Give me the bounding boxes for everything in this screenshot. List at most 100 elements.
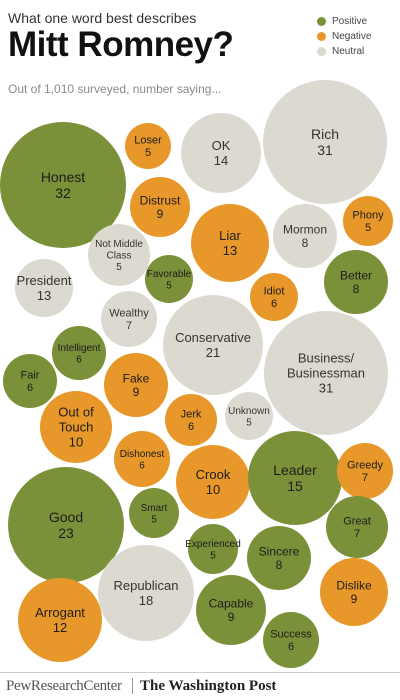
footer-divider (0, 672, 400, 673)
bubble-circle-distrust (130, 177, 190, 237)
bubble-label-business-businessman-1: Business/ (298, 351, 355, 366)
bubble-circle-good (8, 467, 124, 583)
bubble-value-experienced: 5 (210, 550, 216, 561)
bubble-value-fair: 6 (27, 382, 33, 394)
bubble-label-smart: Smart (141, 503, 168, 514)
bubble-circle-leader (248, 431, 342, 525)
bubble-circle-smart (129, 488, 179, 538)
bubble-label-rich: Rich (311, 126, 339, 142)
bubble-value-jerk: 6 (188, 421, 194, 433)
bubble-circle-president (15, 259, 73, 317)
bubble-label-out-of-touch-1: Out of (58, 405, 94, 420)
bubble-label-not-middle-class-2: Class (106, 251, 131, 262)
bubble-value-loser: 5 (145, 147, 151, 159)
bubble-value-intelligent: 6 (76, 354, 82, 365)
bubble-value-rich: 31 (317, 142, 333, 158)
bubble-value-phony: 5 (365, 222, 371, 234)
bubble-label-sincere: Sincere (259, 544, 300, 558)
bubble-label-leader: Leader (273, 462, 317, 478)
bubble-label-crook: Crook (196, 467, 231, 482)
bubble-circle-capable (196, 575, 266, 645)
bubble-label-fake: Fake (123, 371, 150, 385)
bubble-value-honest: 32 (55, 185, 71, 201)
bubble-value-liar: 13 (223, 243, 237, 258)
bubble-label-arrogant: Arrogant (35, 605, 85, 620)
bubble-circle-favorable (145, 255, 193, 303)
bubble-value-favorable: 5 (166, 280, 172, 291)
bubble-value-business-businessman: 31 (319, 381, 333, 396)
bubble-label-intelligent: Intelligent (58, 343, 101, 354)
legend-label-positive: Positive (332, 16, 368, 27)
bubble-circle-crook (176, 445, 250, 519)
bubble-circle-better (324, 250, 388, 314)
bubble-circle-ok (181, 113, 261, 193)
legend-label-neutral: Neutral (332, 46, 365, 57)
bubble-label-conservative: Conservative (175, 330, 251, 345)
bubble-circle-arrogant (18, 578, 102, 662)
bubble-label-wealthy: Wealthy (109, 308, 149, 320)
bubble-value-not-middle-class: 5 (116, 262, 122, 273)
bubble-circle-great (326, 496, 388, 558)
bubble-label-honest: Honest (41, 169, 85, 185)
bubble-value-crook: 10 (206, 482, 220, 497)
bubble-circle-wealthy (101, 291, 157, 347)
bubble-circle-honest (0, 122, 126, 248)
legend-swatch-negative (317, 32, 326, 41)
bubble-value-republican: 18 (139, 593, 153, 608)
bubble-label-great: Great (343, 516, 371, 528)
bubble-value-capable: 9 (228, 610, 235, 624)
bubble-value-dishonest: 6 (139, 460, 145, 471)
bubble-label-ok: OK (212, 138, 231, 153)
bubble-circle-phony (343, 196, 393, 246)
footer-source-pew: PewResearchCenter (6, 678, 122, 694)
legend-swatch-neutral (317, 47, 326, 56)
bubble-circle-mormon (273, 204, 337, 268)
bubble-circle-fake (104, 353, 168, 417)
bubble-label-unknown: Unknown (228, 406, 270, 417)
bubble-label-greedy: Greedy (347, 460, 384, 472)
bubble-label-dishonest: Dishonest (120, 449, 165, 460)
bubble-label-experienced: Experienced (185, 539, 241, 550)
bubble-circle-out-of-touch (40, 391, 112, 463)
footer-separator (132, 678, 133, 694)
bubble-circle-experienced (188, 524, 238, 574)
legend-item-neutral: Neutral (317, 44, 371, 59)
bubble-label-liar: Liar (219, 228, 241, 243)
bubble-label-distrust: Distrust (140, 193, 181, 207)
bubble-value-arrogant: 12 (53, 620, 67, 635)
chart-title: Mitt Romney? (8, 25, 234, 64)
chart-kicker: What one word best describes (8, 10, 197, 26)
bubble-label-phony: Phony (352, 210, 384, 222)
bubble-value-dislike: 9 (351, 592, 358, 606)
bubble-circle-greedy (337, 443, 393, 499)
bubble-label-mormon: Mormon (283, 222, 327, 236)
bubble-value-wealthy: 7 (126, 320, 132, 332)
bubble-value-idiot: 6 (271, 298, 277, 310)
footer-source-wapo: The Washington Post (140, 678, 277, 694)
bubble-value-distrust: 9 (157, 207, 164, 221)
bubble-label-republican: Republican (113, 578, 178, 593)
bubble-value-better: 8 (353, 282, 360, 296)
bubble-circle-liar (191, 204, 269, 282)
chart-subtitle: Out of 1,010 surveyed, number saying... (8, 82, 222, 96)
